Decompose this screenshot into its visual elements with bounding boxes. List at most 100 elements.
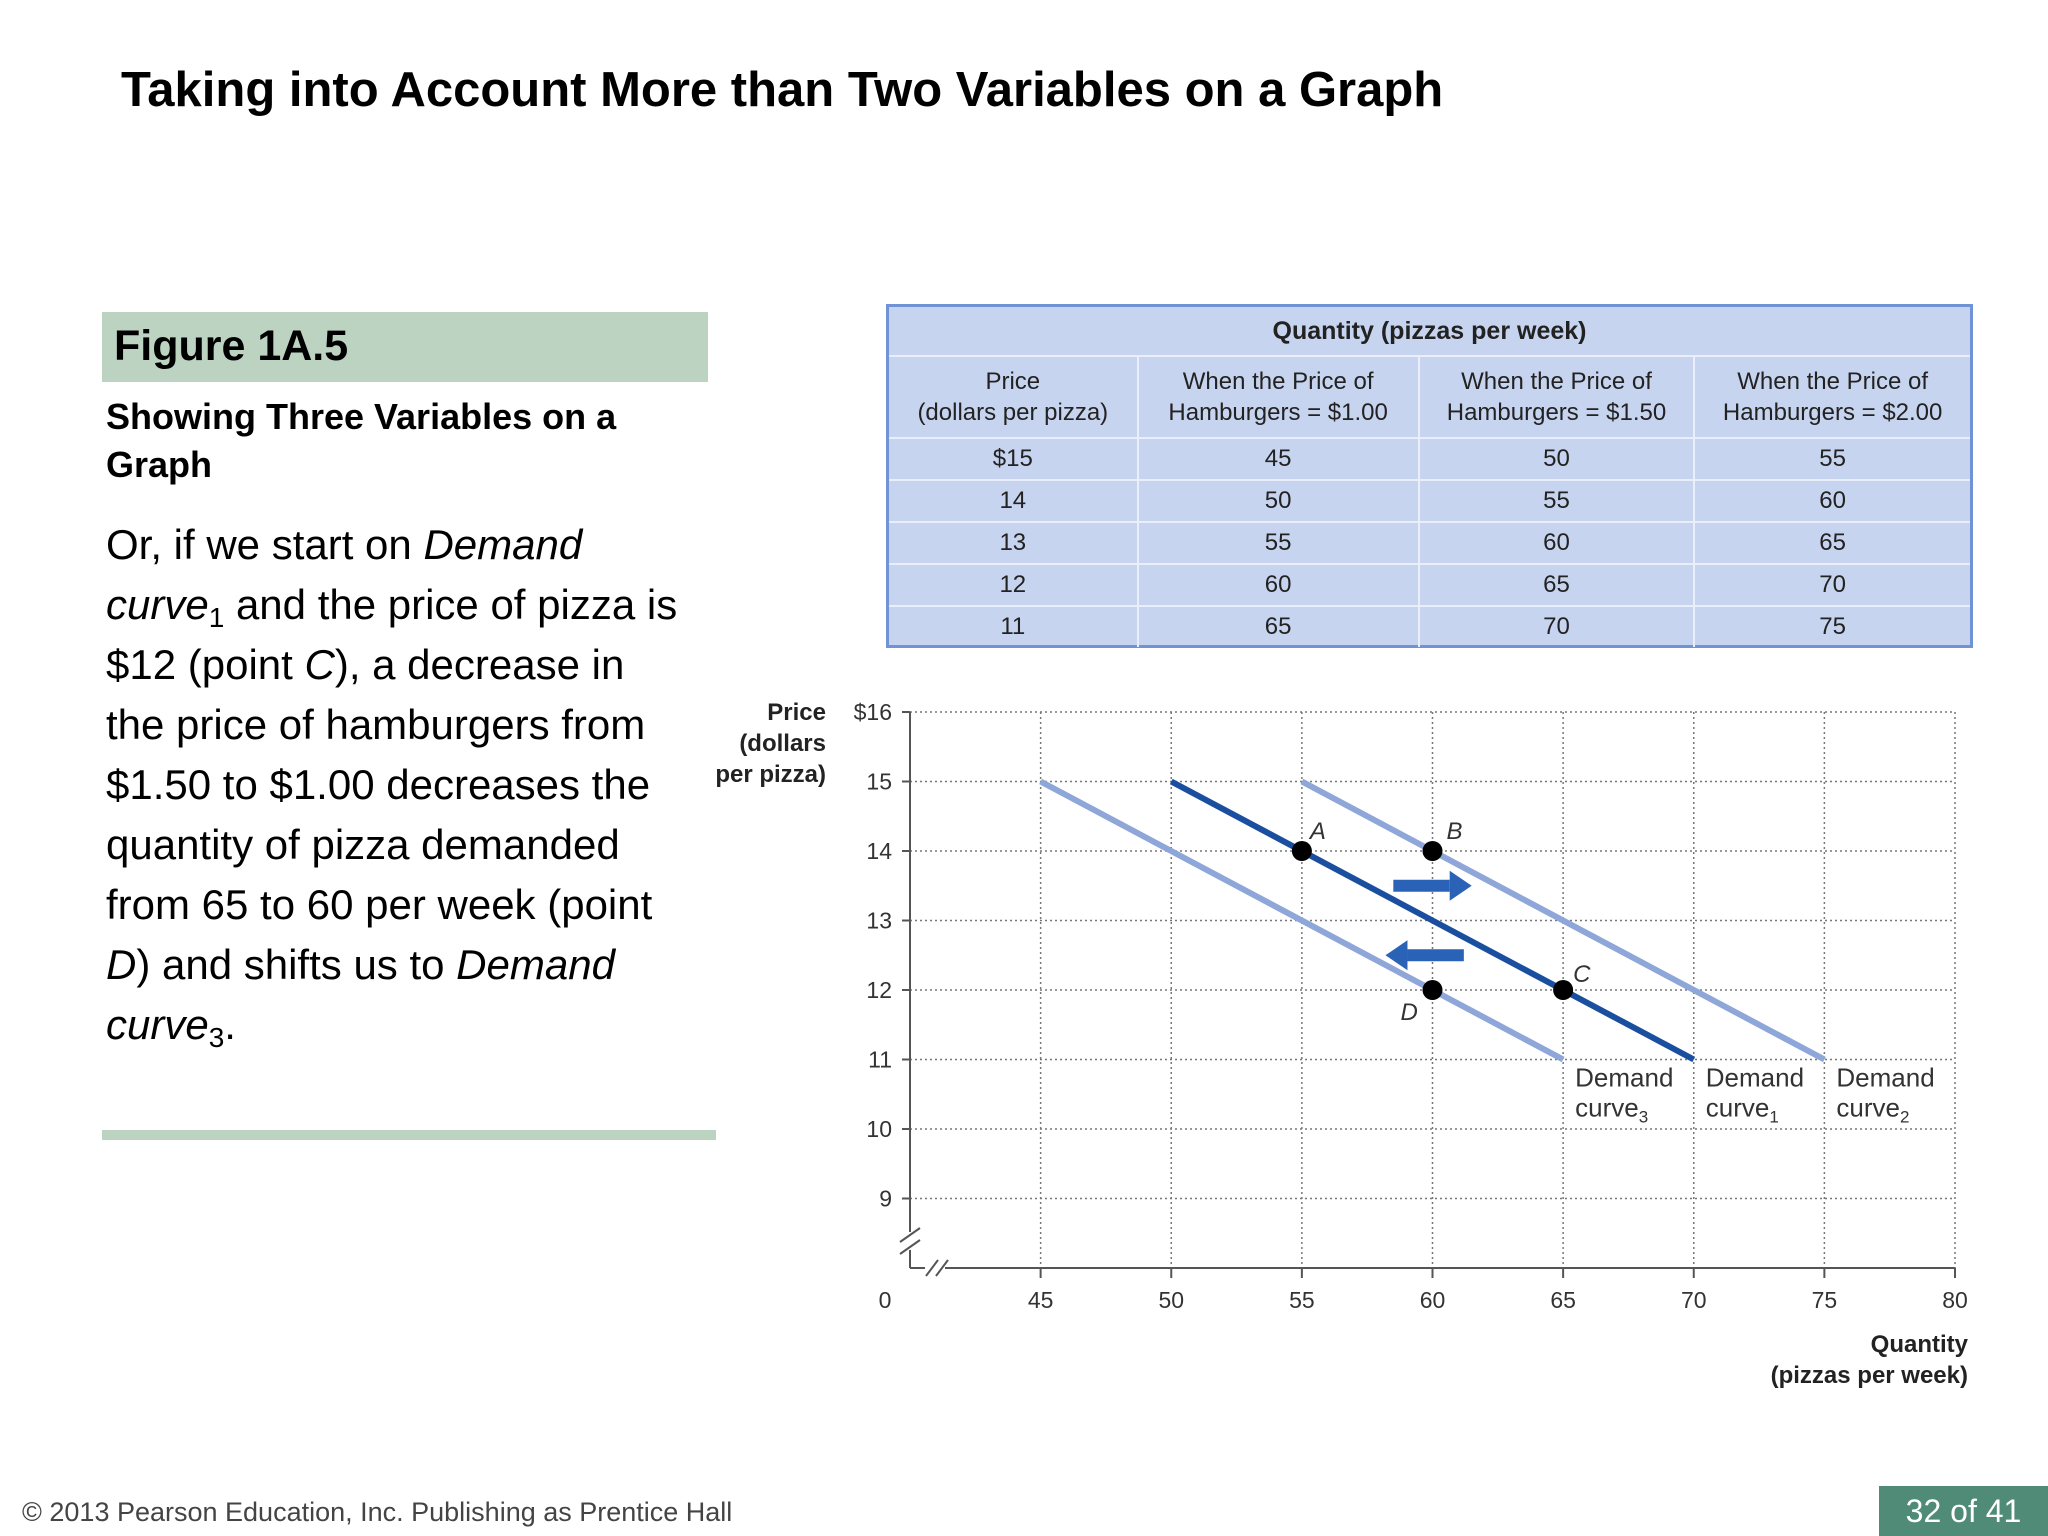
demand-curve-label: curve1	[1706, 1093, 1779, 1127]
table-cell: 12	[889, 563, 1139, 607]
shift-arrow-head	[1449, 870, 1472, 901]
table-cell: 50	[1136, 479, 1420, 523]
table-cell: 55	[1693, 437, 1970, 481]
body-text-part: ) and shifts us to	[136, 941, 457, 988]
data-point	[1422, 980, 1443, 1000]
body-text-part: Or, if we start on	[106, 521, 424, 568]
table-column-header-line: (dollars per pizza)	[917, 399, 1109, 426]
table-column-header-line: Price	[985, 368, 1041, 395]
table-cell: 50	[1417, 437, 1696, 481]
table-column-header-line: When the Price of	[1461, 368, 1652, 395]
y-tick-label: 12	[866, 977, 892, 1003]
table-cell: 55	[1417, 479, 1696, 523]
x-axis-break-mark	[925, 1259, 939, 1277]
table-row: 12 60 65 70	[889, 563, 1970, 607]
y-axis-title: per pizza)	[715, 761, 826, 788]
y-tick-label: 10	[866, 1116, 892, 1142]
table-cell: 65	[1693, 521, 1970, 565]
table-cell: 60	[1693, 479, 1970, 523]
demand-curve-subscript: 3	[1639, 1108, 1648, 1127]
x-tick-label: 60	[1420, 1287, 1446, 1313]
origin-label: 0	[879, 1287, 892, 1313]
body-text: Or, if we start on Demand curve1 and the…	[106, 515, 686, 1055]
table-column-header-line: Hamburgers = $1.50	[1446, 399, 1667, 426]
y-tick-label: 13	[866, 908, 892, 934]
data-point-label: A	[1308, 818, 1326, 845]
table-row: 13 55 60 65	[889, 521, 1970, 565]
x-tick-label: 75	[1812, 1287, 1838, 1313]
table-cell: 55	[1136, 521, 1420, 565]
table-column-header: When the Price of Hamburgers = $1.50	[1417, 355, 1696, 439]
body-text-emphasis: D	[106, 941, 137, 988]
table-cell: 11	[889, 605, 1139, 647]
data-point	[1291, 841, 1312, 861]
table-cell: 65	[1136, 605, 1420, 647]
table-cell: 45	[1136, 437, 1420, 481]
table-row: $15 45 50 55	[889, 437, 1970, 481]
divider	[102, 1130, 716, 1140]
x-axis-title: Quantity	[1871, 1331, 1969, 1358]
table-cell: $15	[889, 437, 1139, 481]
body-text-emphasis: C	[304, 641, 335, 688]
figure-label: Figure 1A.5	[114, 322, 349, 370]
x-axis-break-mark	[935, 1259, 949, 1277]
page-counter: 32 of 41	[1879, 1486, 2048, 1536]
copyright-footer: © 2013 Pearson Education, Inc. Publishin…	[22, 1497, 733, 1527]
demand-curve-label: Demand	[1575, 1063, 1673, 1093]
table-column-header-line: When the Price of	[1182, 368, 1374, 395]
demand-curve-label: curve3	[1575, 1093, 1648, 1127]
data-point-label: D	[1401, 999, 1418, 1026]
demand-curve-label: curve2	[1836, 1093, 1909, 1127]
y-tick-label: $16	[854, 699, 892, 725]
demand-curve-line	[1169, 778, 1696, 1063]
y-tick-label: 9	[879, 1186, 892, 1212]
slide-title: Taking into Account More than Two Variab…	[121, 63, 1444, 117]
y-axis-title: Price	[767, 699, 826, 726]
table-cell: 65	[1417, 563, 1696, 607]
demand-curve-subscript: 1	[1769, 1108, 1778, 1127]
demand-curve-line	[1300, 778, 1826, 1063]
x-tick-label: 70	[1681, 1287, 1707, 1313]
body-text-subscript: 3	[208, 1022, 225, 1053]
demand-curve-subscript: 2	[1900, 1108, 1909, 1127]
y-tick-label: 14	[866, 838, 892, 864]
table-cell: 14	[889, 479, 1139, 523]
table-column-header-line: Hamburgers = $2.00	[1722, 399, 1943, 426]
table-cell: 70	[1417, 605, 1696, 647]
table-column-header: Price (dollars per pizza)	[889, 355, 1139, 439]
x-tick-label: 50	[1158, 1287, 1184, 1313]
x-tick-label: 65	[1550, 1287, 1576, 1313]
table-body: $15 45 50 55 14 50 55 60 13 55 60 65 12 60 65 70 11 65 70 7…	[889, 437, 1970, 647]
body-text-subscript: 1	[208, 602, 225, 633]
data-point-label: B	[1447, 818, 1463, 845]
x-tick-label: 45	[1028, 1287, 1054, 1313]
figure-subtitle: Showing Three Variables on a Graph	[106, 396, 617, 485]
body-text-part: ), a decrease in the price of hamburgers…	[106, 641, 653, 928]
body-text-part: and the price of pizza is $12 (point	[106, 581, 678, 688]
body-text-part: .	[224, 1001, 236, 1048]
table-column-header: When the Price of Hamburgers = $2.00	[1693, 355, 1970, 439]
body-text-emphasis: Demand curve	[106, 521, 583, 628]
table-column-header: When the Price of Hamburgers = $1.00	[1136, 355, 1420, 439]
table-cell: 70	[1693, 563, 1970, 607]
table-cell: 13	[889, 521, 1139, 565]
demand-curve-line	[1039, 778, 1565, 1063]
table-header-row: Price (dollars per pizza) When the Price o…	[889, 355, 1970, 439]
y-tick-label: 11	[868, 1047, 892, 1073]
data-point	[1553, 980, 1574, 1000]
table-cell: 60	[1417, 521, 1696, 565]
table-cell: 60	[1136, 563, 1420, 607]
body-text-emphasis: Demand curve	[106, 941, 615, 1048]
table-title: Quantity (pizzas per week)	[889, 307, 1970, 357]
table-row: 11 65 70 75	[889, 605, 1970, 647]
demand-curve-label: Demand	[1706, 1063, 1804, 1093]
demand-curve-label: Demand	[1836, 1063, 1934, 1093]
data-table: Quantity (pizzas per week) Price (dollars…	[886, 304, 1973, 648]
demand-schedule-table: Quantity (pizzas per week) Price (dollars…	[889, 307, 1970, 647]
y-axis-title: (dollars	[739, 730, 826, 757]
figure-label-band	[102, 312, 708, 382]
x-axis-title: (pizzas per week)	[1771, 1362, 1968, 1389]
x-tick-label: 80	[1942, 1287, 1968, 1313]
table-cell: 75	[1693, 605, 1970, 647]
